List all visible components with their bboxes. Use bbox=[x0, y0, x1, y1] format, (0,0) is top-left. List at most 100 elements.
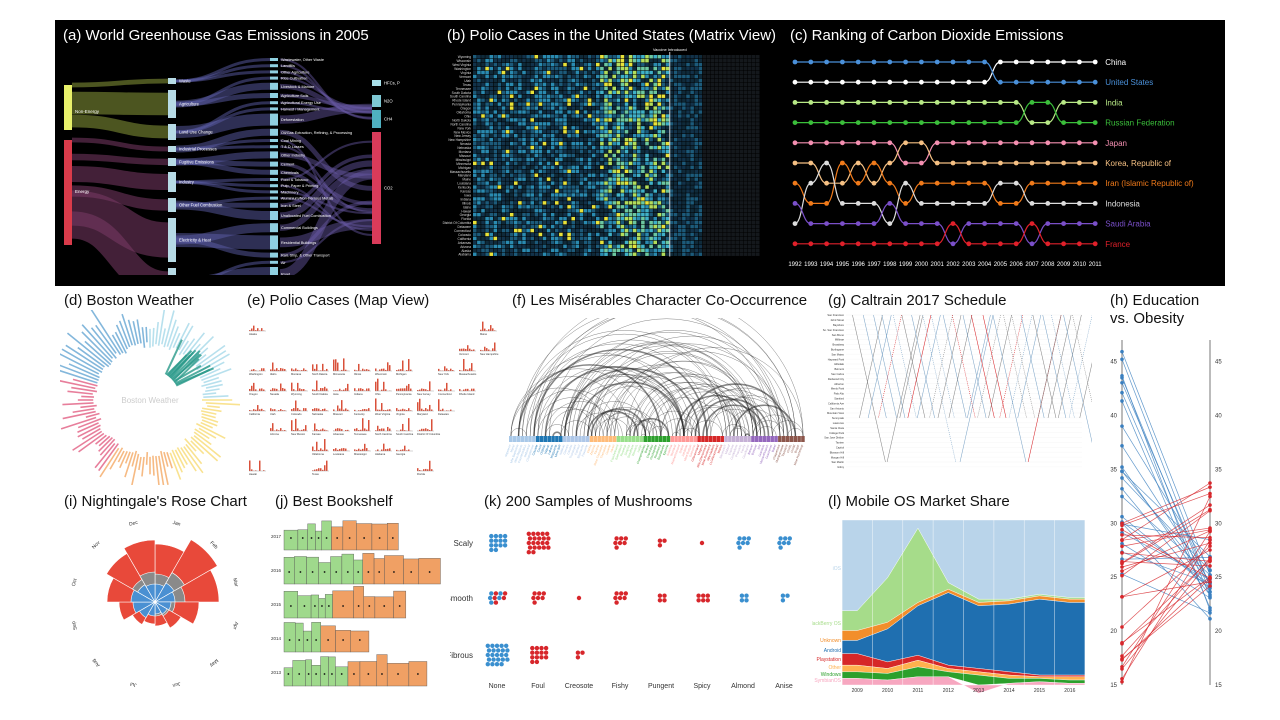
heatmap-cell bbox=[567, 110, 571, 114]
heatmap-cell bbox=[501, 122, 506, 126]
heatmap-cell bbox=[739, 185, 744, 189]
heatmap-cell bbox=[628, 161, 633, 166]
heatmap-cell bbox=[571, 58, 575, 63]
heatmap-cell bbox=[743, 114, 748, 118]
heatmap-cell bbox=[682, 58, 686, 63]
heatmap-cell bbox=[735, 126, 739, 130]
map-state-label: Wisconsin bbox=[375, 372, 387, 376]
heatmap-cell bbox=[596, 86, 600, 91]
heatmap-cell bbox=[682, 153, 686, 158]
map-bar bbox=[362, 409, 364, 411]
bump-point bbox=[950, 241, 956, 247]
heatmap-cell bbox=[522, 118, 526, 122]
sankey-label: Agriculture Soils bbox=[281, 94, 309, 98]
arc-link bbox=[706, 408, 762, 437]
heatmap-cell bbox=[542, 236, 547, 241]
heatmap-cell bbox=[497, 161, 502, 166]
bump-point bbox=[1013, 201, 1019, 206]
arc-node bbox=[628, 436, 632, 442]
heatmap-cell bbox=[546, 240, 551, 245]
heatmap-cell bbox=[637, 137, 641, 142]
heatmap-cell bbox=[612, 161, 616, 166]
heatmap-cell bbox=[563, 66, 567, 71]
heatmap-cell bbox=[518, 114, 522, 118]
heatmap-cell bbox=[481, 189, 485, 193]
heatmap-cell bbox=[555, 98, 559, 102]
heatmap-cell bbox=[653, 102, 657, 106]
heatmap-cell bbox=[682, 240, 686, 245]
heatmap-cell bbox=[596, 240, 600, 245]
heatmap-cell bbox=[678, 86, 682, 91]
heatmap-cell bbox=[501, 98, 506, 102]
heatmap-cell bbox=[616, 185, 621, 189]
heatmap-cell bbox=[575, 114, 580, 118]
heatmap-cell bbox=[653, 98, 657, 102]
bump-country-label: Korea, Republic of bbox=[1105, 159, 1172, 168]
heatmap-cell bbox=[694, 228, 698, 233]
heatmap-cell bbox=[509, 149, 514, 154]
heatmap-cell bbox=[678, 213, 682, 217]
heatmap-cell bbox=[702, 224, 707, 229]
heatmap-cell bbox=[686, 118, 690, 122]
heatmap-cell bbox=[694, 236, 698, 241]
heatmap-cell bbox=[559, 86, 563, 91]
heatmap-cell bbox=[591, 161, 596, 166]
map-bar bbox=[446, 382, 448, 391]
heatmap-cell bbox=[563, 185, 567, 189]
heatmap-cell bbox=[596, 141, 600, 146]
heatmap-cell bbox=[489, 145, 493, 150]
arc-link bbox=[591, 336, 792, 437]
arc-character-label: Judge bbox=[636, 444, 643, 453]
arc-link bbox=[629, 382, 738, 437]
heatmap-cell bbox=[669, 205, 674, 209]
heatmap-cell bbox=[739, 213, 744, 217]
heatmap-cell bbox=[501, 161, 506, 166]
heatmap-cell bbox=[575, 86, 580, 91]
heatmap-cell bbox=[550, 66, 555, 71]
heatmap-cell bbox=[497, 149, 502, 154]
heatmap-cell bbox=[501, 193, 506, 197]
heatmap-cell bbox=[673, 145, 678, 150]
heatmap-cell bbox=[567, 134, 571, 138]
heatmap-cell bbox=[747, 193, 752, 197]
heatmap-cell bbox=[645, 216, 649, 221]
heatmap-cell bbox=[649, 224, 653, 229]
heatmap-cell bbox=[649, 94, 653, 98]
heatmap-cell bbox=[518, 252, 522, 256]
heatmap-cell bbox=[571, 228, 575, 233]
heatmap-cell bbox=[739, 169, 744, 173]
weather-day-bar bbox=[84, 340, 112, 366]
heatmap-cell bbox=[616, 232, 621, 237]
map-bar bbox=[299, 388, 301, 391]
heatmap-cell bbox=[669, 149, 674, 154]
heatmap-cell bbox=[632, 66, 637, 71]
bump-point bbox=[1061, 160, 1066, 166]
heatmap-cell bbox=[739, 130, 744, 134]
heatmap-cell bbox=[546, 66, 551, 71]
heatmap-cell bbox=[628, 181, 633, 185]
heatmap-cell bbox=[493, 70, 498, 75]
heatmap-cell bbox=[522, 197, 526, 201]
heatmap-cell bbox=[509, 70, 514, 75]
heatmap-cell bbox=[501, 220, 506, 225]
heatmap-cell bbox=[518, 98, 522, 102]
heatmap-cell bbox=[514, 153, 518, 158]
heatmap-cell bbox=[546, 130, 551, 134]
arc-link bbox=[691, 395, 773, 437]
heatmap-cell bbox=[686, 220, 690, 225]
heatmap-cell bbox=[719, 70, 723, 75]
bump-point bbox=[1092, 79, 1098, 85]
weather-day-bar bbox=[98, 435, 111, 447]
heatmap-cell bbox=[493, 90, 498, 94]
heatmap-cell bbox=[596, 55, 600, 59]
heatmap-cell bbox=[485, 181, 489, 185]
heatmap-cell bbox=[481, 201, 485, 205]
heatmap-cell bbox=[678, 240, 682, 245]
heatmap-cell bbox=[719, 181, 723, 185]
heatmap-cell bbox=[567, 90, 571, 94]
heatmap-cell bbox=[579, 106, 584, 110]
heatmap-cell bbox=[747, 110, 752, 114]
heatmap-cell bbox=[641, 58, 645, 63]
heatmap-cell bbox=[530, 220, 534, 225]
heatmap-cell bbox=[624, 248, 629, 252]
